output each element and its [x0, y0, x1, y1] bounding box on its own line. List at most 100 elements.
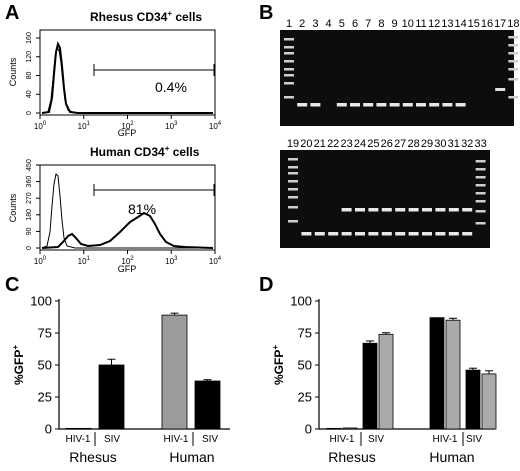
- x-tick-label: 103: [165, 121, 178, 131]
- panel-a-top-xlabel: GFP: [118, 128, 137, 138]
- bar: [98, 364, 125, 430]
- ladder-band: [288, 188, 298, 191]
- y-tick-label: 50: [38, 358, 52, 373]
- x-tick-base: 10: [78, 257, 87, 266]
- x-tick-base: 10: [34, 257, 43, 266]
- ladder-band: [475, 168, 486, 171]
- gel-lane-label: 16: [481, 18, 493, 30]
- pcr-band: [462, 232, 473, 236]
- x-tick-label: 104: [209, 121, 222, 131]
- pcr-band: [368, 232, 379, 236]
- pcr-band: [368, 208, 379, 212]
- pcr-band: [435, 208, 446, 212]
- y-tick-label: 25: [38, 390, 52, 405]
- x-tick-exponent: 2: [130, 256, 134, 262]
- gel-lane-label: 1: [286, 18, 292, 30]
- pcr-band: [389, 103, 400, 107]
- y-axis-title-sup: +: [11, 345, 20, 350]
- pcr-band: [363, 103, 374, 107]
- gel-lane-label: 13: [441, 18, 453, 30]
- y-axis-title-sup: +: [271, 345, 280, 350]
- gel-lane-label: 4: [326, 18, 332, 30]
- pcr-band: [314, 232, 325, 236]
- y-tick-label: 0: [45, 422, 52, 437]
- panel-d-letter: D: [259, 274, 273, 296]
- ladder-band: [475, 184, 486, 187]
- gel-lane-label: 9: [392, 18, 398, 30]
- gel-lane-label: 11: [415, 18, 426, 30]
- ladder-band: [284, 74, 294, 77]
- ladder-band: [288, 158, 298, 161]
- x-tick-base: 10: [34, 122, 43, 131]
- bar-category-label: SIV: [202, 434, 218, 445]
- gel-bottom-lane-labels: 19 20 21 22 23 24 25 26 27 28 29 30 31 32 33: [287, 138, 487, 150]
- ladder-band: [288, 206, 298, 209]
- pcr-band: [495, 88, 506, 91]
- panel-a-bottom-histogram-control: [41, 172, 213, 249]
- gel-bottom: [280, 150, 490, 248]
- pcr-band: [448, 232, 459, 236]
- ladder-band: [284, 38, 294, 41]
- group-label: Rhesus: [328, 449, 375, 465]
- gel-lane-label: 19: [287, 138, 299, 150]
- panel-a-letter: A: [5, 2, 19, 24]
- bar: [161, 314, 188, 430]
- gel-lane-label: 5: [339, 18, 345, 30]
- pcr-band: [416, 103, 426, 107]
- gel-top-lane-labels: 1 2 3 4 5 6 7 8 9 10 11 12 13 14 15 16 17 18: [286, 18, 520, 30]
- gel-lane-label: 12: [428, 18, 440, 30]
- panel-a-bottom-ylabel: Counts: [8, 193, 18, 222]
- x-tick-exponent: 1: [87, 121, 91, 127]
- gel-lane-label: 21: [314, 138, 326, 150]
- x-tick-base: 10: [121, 122, 130, 131]
- gel-lane-label: 3: [312, 18, 318, 30]
- x-tick-label: 103: [165, 256, 178, 266]
- x-tick-exponent: 0: [43, 121, 47, 127]
- gel-lane-label: 14: [454, 18, 466, 30]
- panel-a-top-ylabel: Counts: [8, 57, 18, 86]
- ladder-band: [288, 220, 298, 223]
- bar: [481, 373, 497, 430]
- ladder-band: [475, 222, 486, 225]
- ladder-band: [508, 36, 519, 39]
- x-tick-label: 100: [34, 121, 47, 131]
- gel-lane-label: 10: [402, 18, 414, 30]
- gel-lane-label: 32: [461, 138, 473, 150]
- x-tick-label: 104: [209, 256, 222, 266]
- pcr-band: [455, 103, 466, 107]
- panel-a-top-yaxis: 0 40 80 120 160: [26, 32, 40, 115]
- pcr-band: [301, 232, 312, 236]
- y-tick-label: 40: [26, 90, 33, 98]
- pcr-band: [355, 208, 365, 212]
- bar-category-label: SIV: [368, 434, 384, 445]
- group-label: Rhesus: [69, 449, 116, 465]
- y-tick-label: 270: [26, 192, 33, 204]
- group-label: Human: [429, 449, 474, 465]
- pcr-band: [381, 232, 392, 236]
- ladder-band: [508, 44, 519, 47]
- ladder-band: [288, 166, 298, 169]
- panel-a-top-histogram-control: [41, 46, 213, 114]
- bar-category-label: SIV: [466, 434, 482, 445]
- y-tick-label: 50: [298, 358, 312, 373]
- ladder-band: [284, 68, 294, 71]
- ladder-band: [284, 46, 294, 49]
- y-tick-label: 90: [26, 227, 33, 235]
- ladder-band: [475, 176, 486, 179]
- ladder-band: [288, 172, 298, 175]
- y-tick-label: 120: [26, 51, 33, 63]
- ladder-band: [284, 52, 294, 55]
- gel-top: [280, 30, 514, 126]
- x-tick-base: 10: [209, 122, 218, 131]
- y-tick-label: 180: [26, 209, 33, 221]
- pcr-band: [355, 232, 365, 236]
- gel-lane-label: 17: [494, 18, 506, 30]
- pcr-band: [429, 103, 440, 107]
- gel-lane-label: 30: [434, 138, 446, 150]
- pcr-band: [402, 103, 413, 107]
- ladder-band: [284, 82, 294, 85]
- pcr-band: [462, 208, 473, 212]
- ladder-band: [288, 180, 298, 183]
- x-tick-exponent: 3: [174, 121, 178, 127]
- gel-lane-label: 22: [327, 138, 339, 150]
